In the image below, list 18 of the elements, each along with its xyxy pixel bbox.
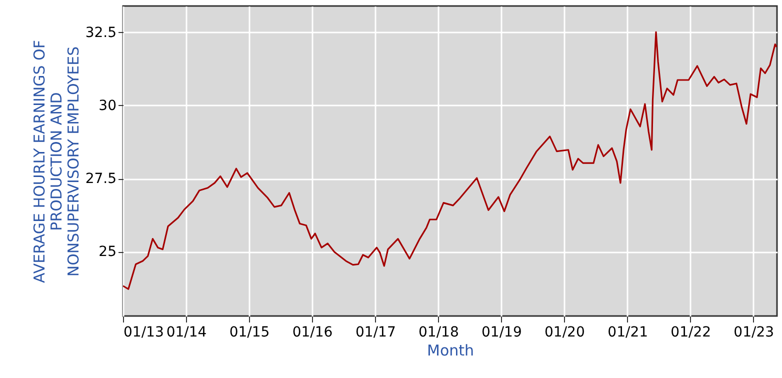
x-tick-label: 01/18 <box>418 324 459 340</box>
x-tick-label: 01/21 <box>608 324 648 340</box>
x-tick-label: 01/17 <box>355 324 396 340</box>
y-tick-label: 27.5 <box>85 171 116 188</box>
y-tick-label: 32.5 <box>85 24 116 41</box>
y-tick-label: 30 <box>98 98 116 114</box>
y-axis-title: AVERAGE HOURLY EARNINGS OF PRODUCTION AND NONSUPERVISORY EMPLOYEES <box>30 40 82 283</box>
x-tick-label: 01/16 <box>292 324 333 340</box>
x-tick-label: 01/19 <box>482 324 522 340</box>
x-tick-label: 01/14 <box>166 324 207 340</box>
x-tick-label: 01/13 <box>124 324 164 340</box>
x-tick-label: 01/15 <box>229 324 270 340</box>
line-series <box>123 31 777 290</box>
x-tick-label: 01/22 <box>670 324 712 340</box>
x-tick-label: 01/23 <box>734 324 774 340</box>
x-axis-title: Month <box>426 342 474 360</box>
x-tick-label: 01/20 <box>544 324 585 340</box>
y-tick-label: 25 <box>98 244 116 260</box>
